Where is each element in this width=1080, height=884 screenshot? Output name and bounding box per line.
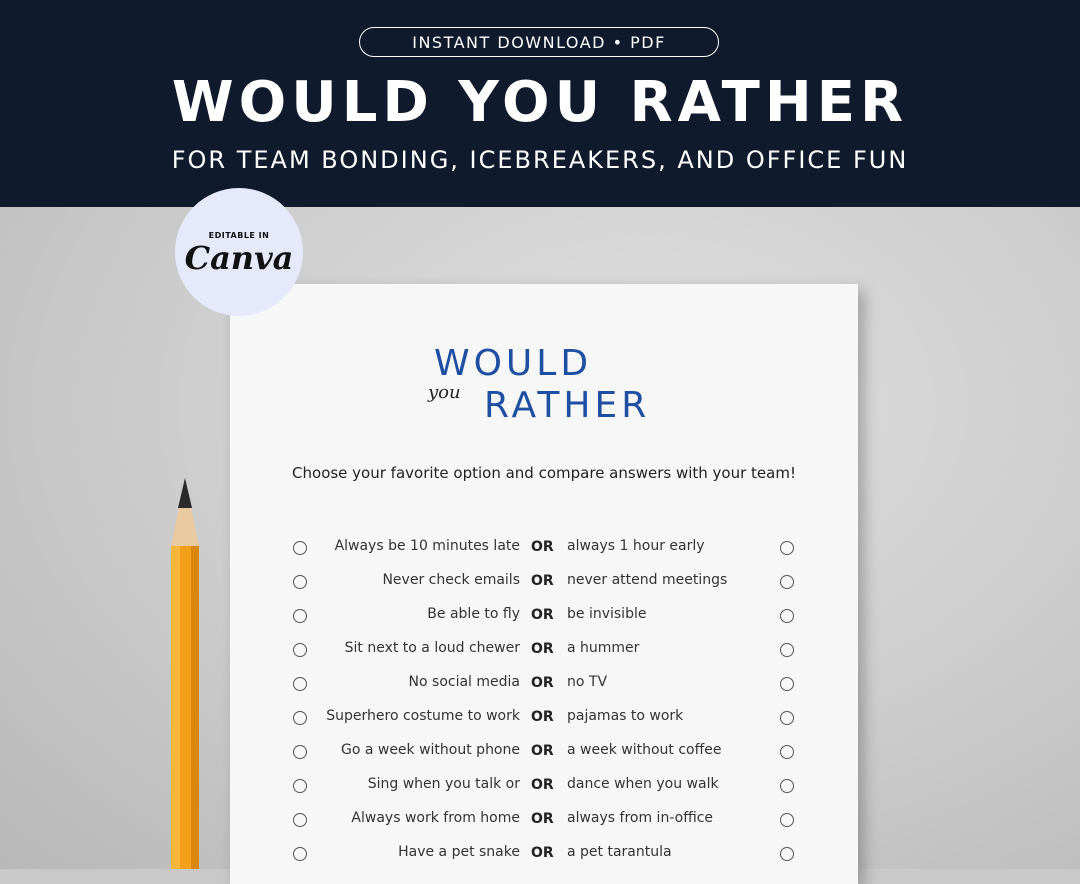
worksheet-page: WOULD you RATHER Choose your favorite op… <box>230 284 858 884</box>
question-row: Always work from home OR always from in-of… <box>230 808 858 842</box>
question-row: Sing when you talk or OR dance when you wa… <box>230 774 858 808</box>
or-label: OR <box>531 573 554 589</box>
badge-caption: EDITABLE IN <box>208 230 270 240</box>
option-a-radio[interactable] <box>293 847 307 861</box>
option-a-label: Have a pet snake <box>398 844 520 860</box>
option-a-label: Always be 10 minutes late <box>334 538 520 554</box>
option-a-radio[interactable] <box>293 541 307 555</box>
question-row: Sit next to a loud chewer OR a hummer <box>230 638 858 672</box>
sheet-title-would: WOULD <box>434 343 593 384</box>
header-banner: INSTANT DOWNLOAD • PDF WOULD YOU RATHER … <box>0 0 1080 207</box>
option-a-label: Sit next to a loud chewer <box>344 640 520 656</box>
pencil-icon <box>171 478 199 869</box>
option-b-label: pajamas to work <box>567 708 684 724</box>
or-label: OR <box>531 539 554 555</box>
or-label: OR <box>531 709 554 725</box>
option-a-radio[interactable] <box>293 711 307 725</box>
canva-logo: Canva <box>184 238 294 277</box>
option-a-label: Go a week without phone <box>340 742 520 758</box>
question-row: Go a week without phone OR a week without … <box>230 740 858 774</box>
question-row: Superhero costume to work OR pajamas to wo… <box>230 706 858 740</box>
or-label: OR <box>531 845 554 861</box>
sheet-title-you: you <box>428 382 461 403</box>
or-label: OR <box>531 811 554 827</box>
option-a-radio[interactable] <box>293 745 307 759</box>
option-b-radio[interactable] <box>780 609 794 623</box>
option-a-radio[interactable] <box>293 813 307 827</box>
option-a-label: Be able to fly <box>427 606 520 622</box>
sheet-title-rather: RATHER <box>484 385 651 426</box>
option-b-radio[interactable] <box>780 813 794 827</box>
or-label: OR <box>531 777 554 793</box>
option-b-radio[interactable] <box>780 643 794 657</box>
option-b-radio[interactable] <box>780 779 794 793</box>
option-b-label: a hummer <box>567 640 640 656</box>
option-a-radio[interactable] <box>293 609 307 623</box>
option-b-radio[interactable] <box>780 711 794 725</box>
option-b-label: a pet tarantula <box>567 844 672 860</box>
question-row: Have a pet snake OR a pet tarantula <box>230 842 858 876</box>
option-b-label: be invisible <box>567 606 647 622</box>
option-b-radio[interactable] <box>780 677 794 691</box>
option-a-label: Sing when you talk or <box>367 776 520 792</box>
option-b-radio[interactable] <box>780 745 794 759</box>
option-b-radio[interactable] <box>780 541 794 555</box>
option-a-radio[interactable] <box>293 677 307 691</box>
option-a-label: No social media <box>408 674 520 690</box>
banner-subtitle: FOR TEAM BONDING, ICEBREAKERS, AND OFFIC… <box>171 146 909 174</box>
option-a-radio[interactable] <box>293 779 307 793</box>
or-label: OR <box>531 641 554 657</box>
option-a-label: Never check emails <box>382 572 520 588</box>
question-row: No social media OR no TV <box>230 672 858 706</box>
question-row: Never check emails OR never attend meeting… <box>230 570 858 604</box>
or-label: OR <box>531 607 554 623</box>
option-a-label: Always work from home <box>351 810 520 826</box>
option-b-label: always from in-office <box>567 810 714 826</box>
option-b-label: a week without coffee <box>567 742 722 758</box>
or-label: OR <box>531 743 554 759</box>
banner-title: WOULD YOU RATHER <box>171 70 909 135</box>
canva-badge: EDITABLE IN Canva <box>175 188 303 316</box>
option-a-radio[interactable] <box>293 575 307 589</box>
question-list: Always be 10 minutes late OR always 1 hour… <box>230 536 858 876</box>
option-b-label: always 1 hour early <box>567 538 705 554</box>
sheet-instructions: Choose your favorite option and compare … <box>292 464 796 482</box>
option-b-radio[interactable] <box>780 847 794 861</box>
option-a-label: Superhero costume to work <box>326 708 520 724</box>
option-b-label: never attend meetings <box>567 572 728 588</box>
question-row: Be able to fly OR be invisible <box>230 604 858 638</box>
option-b-radio[interactable] <box>780 575 794 589</box>
or-label: OR <box>531 675 554 691</box>
option-b-label: dance when you walk <box>567 776 719 792</box>
option-b-label: no TV <box>567 674 608 690</box>
question-row: Always be 10 minutes late OR always 1 hour… <box>230 536 858 570</box>
format-pill: INSTANT DOWNLOAD • PDF <box>359 27 719 57</box>
option-a-radio[interactable] <box>293 643 307 657</box>
